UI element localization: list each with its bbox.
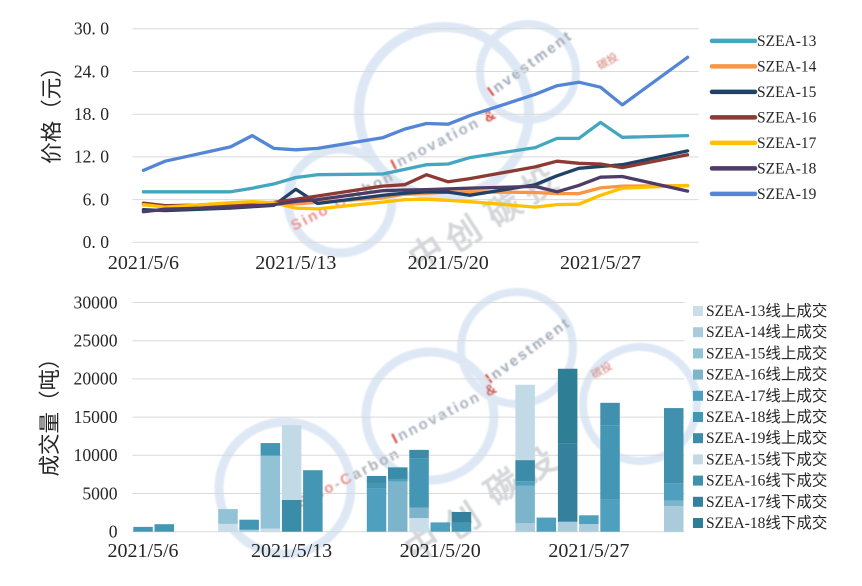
svg-text:2021/5/13: 2021/5/13 bbox=[251, 540, 332, 562]
svg-text:价格（元）: 价格（元） bbox=[40, 56, 64, 164]
svg-text:6. 0: 6. 0 bbox=[83, 189, 110, 209]
svg-text:2021/5/20: 2021/5/20 bbox=[408, 252, 489, 274]
svg-text:2021/5/27: 2021/5/27 bbox=[548, 540, 629, 562]
svg-text:0: 0 bbox=[109, 522, 118, 542]
svg-text:SZEA-18: SZEA-18 bbox=[757, 160, 817, 177]
svg-text:SZEA-17: SZEA-17 bbox=[757, 135, 817, 152]
svg-text:2021/5/27: 2021/5/27 bbox=[560, 252, 641, 274]
svg-text:SZEA-13线上成交: SZEA-13线上成交 bbox=[706, 302, 827, 320]
svg-text:SZEA-15: SZEA-15 bbox=[757, 84, 817, 101]
svg-text:SZEA-18线上成交: SZEA-18线上成交 bbox=[706, 408, 827, 426]
svg-text:12. 0: 12. 0 bbox=[74, 147, 109, 167]
svg-text:SZEA-15线下成交: SZEA-15线下成交 bbox=[706, 450, 827, 468]
svg-text:SZEA-15线上成交: SZEA-15线上成交 bbox=[706, 344, 827, 362]
svg-text:SZEA-16: SZEA-16 bbox=[757, 109, 817, 126]
svg-text:SZEA-16线上成交: SZEA-16线上成交 bbox=[706, 366, 827, 384]
svg-text:30. 0: 30. 0 bbox=[74, 19, 109, 39]
svg-text:10000: 10000 bbox=[74, 445, 118, 465]
svg-text:2021/5/6: 2021/5/6 bbox=[108, 252, 179, 274]
svg-text:2021/5/6: 2021/5/6 bbox=[107, 540, 178, 562]
svg-text:SZEA-13: SZEA-13 bbox=[757, 33, 817, 50]
svg-text:5000: 5000 bbox=[82, 483, 117, 503]
svg-text:20000: 20000 bbox=[74, 369, 118, 389]
svg-text:SZEA-14线上成交: SZEA-14线上成交 bbox=[706, 323, 827, 341]
svg-text:2021/5/13: 2021/5/13 bbox=[255, 252, 336, 274]
svg-text:15000: 15000 bbox=[74, 407, 118, 427]
svg-text:SZEA-17线上成交: SZEA-17线上成交 bbox=[706, 387, 827, 405]
svg-text:0. 0: 0. 0 bbox=[83, 232, 110, 252]
svg-text:SZEA-17线下成交: SZEA-17线下成交 bbox=[706, 493, 827, 511]
svg-text:SZEA-18线下成交: SZEA-18线下成交 bbox=[706, 514, 827, 532]
svg-text:18. 0: 18. 0 bbox=[74, 104, 109, 124]
svg-text:SZEA-19: SZEA-19 bbox=[757, 186, 817, 203]
svg-text:SZEA-19线上成交: SZEA-19线上成交 bbox=[706, 429, 827, 447]
svg-text:25000: 25000 bbox=[74, 331, 118, 351]
svg-text:24. 0: 24. 0 bbox=[74, 61, 109, 81]
svg-text:30000: 30000 bbox=[74, 292, 118, 312]
svg-text:成交量（吨）: 成交量（吨） bbox=[38, 347, 62, 476]
svg-text:SZEA-14: SZEA-14 bbox=[757, 58, 817, 75]
svg-text:SZEA-16线下成交: SZEA-16线下成交 bbox=[706, 472, 827, 490]
svg-text:2021/5/20: 2021/5/20 bbox=[400, 540, 481, 562]
